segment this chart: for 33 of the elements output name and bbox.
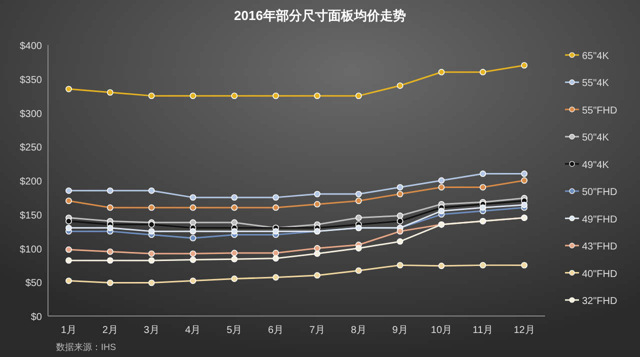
x-tick-label: 6月 xyxy=(268,325,284,336)
x-tick-label: 10月 xyxy=(430,325,452,336)
y-tick-label: $50 xyxy=(25,278,42,290)
y-tick-label: $100 xyxy=(20,244,42,256)
legend-label: 55"FHD xyxy=(582,105,618,116)
legend-label: 50"4K xyxy=(582,132,610,144)
x-tick-label: 11月 xyxy=(472,325,494,336)
x-tick-label: 9月 xyxy=(392,325,408,336)
y-tick-label: $250 xyxy=(20,142,42,154)
legend-label: 50"FHD xyxy=(582,187,618,198)
chart-title: 2016年部分尺寸面板均价走势 xyxy=(234,8,406,23)
x-tick-label: 2月 xyxy=(102,325,118,336)
x-tick-label: 12月 xyxy=(514,325,535,336)
legend-label: 49"FHD xyxy=(582,214,618,226)
x-tick-label: 5月 xyxy=(226,325,242,336)
x-tick-label: 4月 xyxy=(185,325,201,336)
x-tick-label: 8月 xyxy=(350,325,366,336)
y-tick-label: $0 xyxy=(30,312,42,323)
legend-label: 32"FHD xyxy=(582,296,618,307)
x-tick-label: 3月 xyxy=(144,325,160,336)
x-tick-label: 7月 xyxy=(309,325,325,336)
legend-label: 49"4K xyxy=(582,160,610,171)
y-tick-label: $300 xyxy=(20,108,42,120)
legend-label: 43"FHD xyxy=(582,242,618,253)
legend-label: 55"4K xyxy=(582,78,610,90)
y-tick-label: $150 xyxy=(20,210,42,222)
y-tick-label: $400 xyxy=(20,41,42,52)
legend-label: 65"4K xyxy=(582,51,610,62)
source-note: 数据来源：IHS xyxy=(56,342,116,352)
y-tick-label: $350 xyxy=(20,74,42,86)
legend-label: 40"FHD xyxy=(582,268,618,280)
x-tick-label: 1月 xyxy=(60,325,76,336)
y-tick-label: $200 xyxy=(20,176,42,188)
